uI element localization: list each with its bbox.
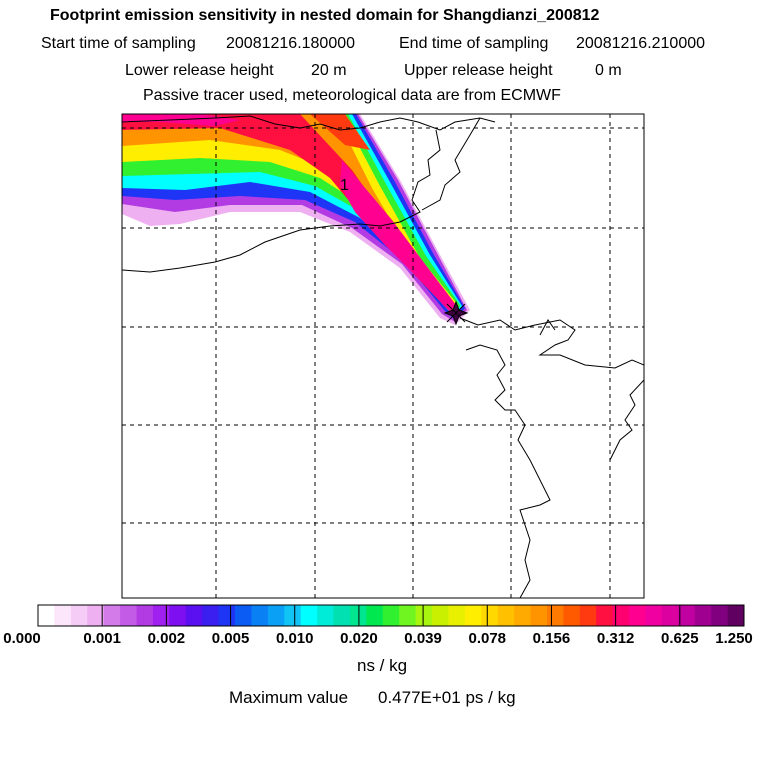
- colorbar-cell: [563, 605, 581, 626]
- colorbar-cell: [38, 605, 55, 626]
- colorbar-cell: [596, 605, 614, 626]
- colorbar-cell: [727, 605, 745, 626]
- colorbar-cell: [530, 605, 548, 626]
- colorbar-cell: [185, 605, 203, 626]
- coastline: [465, 344, 551, 598]
- plot-title: Footprint emission sensitivity in nested…: [50, 7, 600, 24]
- plume-band-core: [340, 160, 456, 312]
- colorbar-cell: [300, 605, 318, 626]
- end-time-value: 20081216.210000: [576, 35, 706, 52]
- colorbar-cell: [399, 605, 417, 626]
- upper-height-value: 0 m: [595, 62, 622, 79]
- colorbar-tick-label: 0.010: [275, 630, 314, 647]
- plume-contour-label: 1: [340, 177, 349, 194]
- colorbar-cell: [349, 605, 367, 626]
- colorbar-tick-label: 0.039: [404, 630, 442, 647]
- colorbar-tick-label: 0.000: [3, 630, 41, 647]
- colorbar-unit: ns / kg: [357, 656, 408, 675]
- colorbar-cell: [497, 605, 515, 626]
- coastline: [609, 379, 644, 461]
- plume-band-red: [310, 114, 370, 150]
- colorbar-cell: [169, 605, 187, 626]
- plume-band-green: [122, 114, 460, 316]
- upper-height-label: Upper release height: [404, 62, 553, 79]
- start-time-value: 20081216.180000: [226, 35, 356, 52]
- colorbar-cell: [546, 605, 564, 626]
- colorbar-cell: [202, 605, 220, 626]
- colorbar-cell: [464, 605, 482, 626]
- colorbar-cell: [448, 605, 466, 626]
- colorbar-cell: [366, 605, 384, 626]
- colorbar-cell: [514, 605, 531, 626]
- colorbar-tick-label: 0.078: [468, 630, 507, 647]
- colorbar-tick-label: 0.020: [340, 630, 378, 647]
- colorbar-cell: [54, 605, 72, 626]
- coastline: [421, 117, 481, 211]
- colorbar-cell: [120, 605, 137, 626]
- colorbar-tick-label: 0.156: [532, 630, 571, 647]
- colorbar-tick-label: 0.001: [83, 630, 121, 647]
- colorbar-cell: [235, 605, 252, 626]
- colorbar-cell: [70, 605, 88, 626]
- colorbar-cell: [645, 605, 663, 626]
- colorbar-tick-label: 1.250: [715, 630, 753, 647]
- max-value: 0.477E+01 ps / kg: [378, 688, 516, 707]
- colorbar-cell: [136, 605, 154, 626]
- colorbar-frame: [37, 604, 745, 627]
- tracer-note: Passive tracer used, meteorological data…: [143, 87, 561, 104]
- coastline: [122, 115, 496, 131]
- colorbar-cell: [152, 605, 170, 626]
- plume-band-orange: [122, 114, 456, 310]
- colorbar-cell: [218, 605, 236, 626]
- receptor-star-icon: [443, 300, 469, 326]
- colorbar-tick-label: 0.312: [596, 630, 635, 647]
- coastline-layer: [122, 115, 644, 598]
- colorbar-cell: [267, 605, 285, 626]
- max-value-label: Maximum value: [229, 688, 349, 707]
- lower-height-value: 20 m: [311, 62, 347, 79]
- colorbar-cell: [284, 605, 302, 626]
- colorbar-cell: [415, 605, 433, 626]
- colorbar-cell: [103, 605, 121, 626]
- map-frame: [121, 113, 645, 599]
- plume-layer: [122, 114, 470, 325]
- colorbar-cell: [694, 605, 712, 626]
- colorbar-tick-label: 0.002: [147, 630, 186, 647]
- lower-height-label: Lower release height: [125, 62, 274, 79]
- colorbar-cell: [481, 605, 499, 626]
- colorbar-cell: [317, 605, 334, 626]
- coastline: [539, 319, 556, 336]
- coastline: [459, 317, 644, 369]
- colorbar-cell: [711, 605, 728, 626]
- colorbar-cell: [629, 605, 646, 626]
- colorbar-cell: [612, 605, 630, 626]
- colorbar-cell: [382, 605, 400, 626]
- colorbar-cell: [432, 605, 449, 626]
- end-time-label: End time of sampling: [399, 35, 549, 52]
- colorbar-cells: [38, 605, 745, 626]
- colorbar-cell: [87, 605, 105, 626]
- coastline: [122, 129, 441, 273]
- colorbar-cell: [333, 605, 351, 626]
- colorbar-cell: [251, 605, 269, 626]
- colorbar-tick-label: 0.005: [211, 630, 250, 647]
- colorbar-cell: [678, 605, 696, 626]
- start-time-label: Start time of sampling: [41, 35, 196, 52]
- colorbar-cell: [661, 605, 679, 626]
- colorbar-cell: [579, 605, 597, 626]
- lat-lon-grid: [122, 114, 644, 598]
- colorbar-tick-label: 0.625: [661, 630, 699, 647]
